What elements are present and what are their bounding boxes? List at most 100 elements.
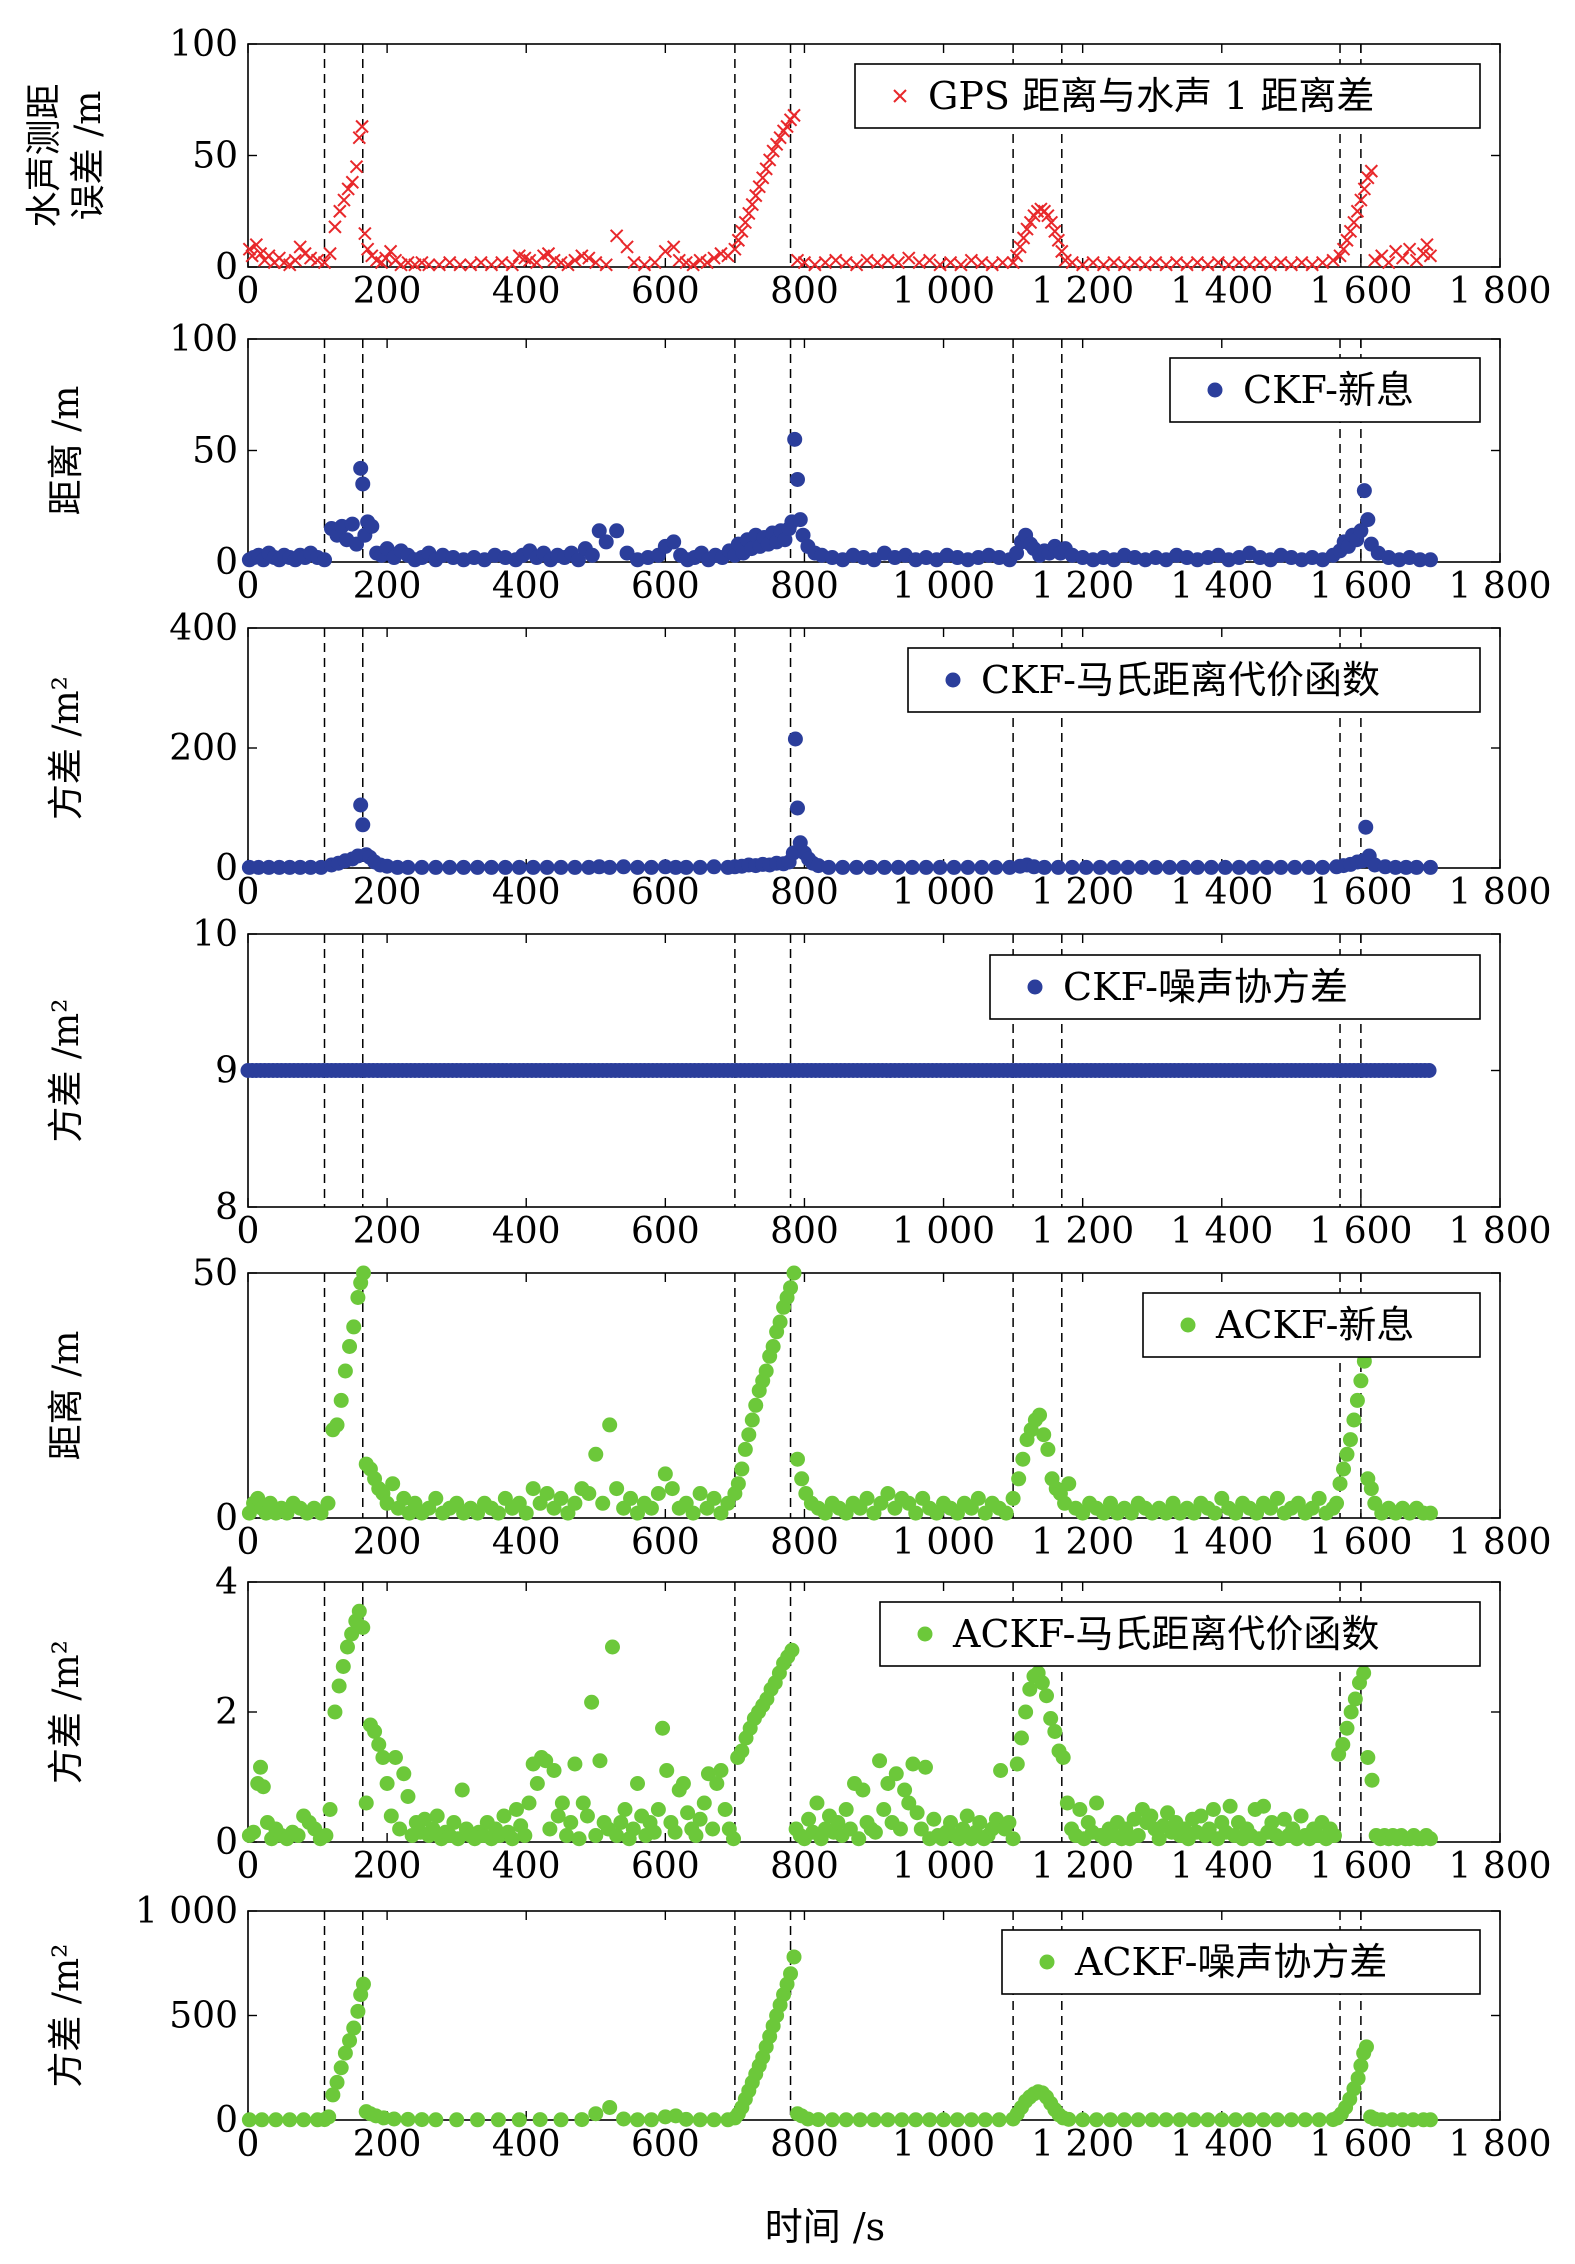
data-point xyxy=(1092,859,1108,875)
data-point xyxy=(888,1766,904,1782)
data-point xyxy=(949,2112,965,2128)
data-point xyxy=(752,180,766,194)
panel-7: 0 200 400 600 800 1 000 1 200 1 400 1 600 1 800 0 5… xyxy=(46,1891,1552,2165)
legend-marker xyxy=(1180,1317,1196,1333)
data-point-stroke xyxy=(522,253,537,268)
y-tick-label: 50 xyxy=(192,1253,238,1294)
data-point xyxy=(1159,258,1173,272)
data-point xyxy=(630,859,646,875)
data-point xyxy=(821,859,837,875)
data-point xyxy=(1297,2112,1313,2128)
data-point xyxy=(442,859,458,875)
data-point xyxy=(985,258,999,272)
data-point xyxy=(741,1427,757,1443)
data-point xyxy=(880,2112,896,2128)
data-point xyxy=(1050,859,1066,875)
data-point xyxy=(1038,1688,1054,1704)
data-point xyxy=(1169,255,1184,270)
data-point-stroke xyxy=(756,171,770,185)
data-point xyxy=(1333,249,1347,263)
data-point xyxy=(1059,1795,1075,1811)
data-point xyxy=(345,175,360,189)
data-point xyxy=(946,859,962,875)
data-point-stroke xyxy=(627,255,641,270)
data-point-stroke xyxy=(518,251,532,265)
data-point xyxy=(371,1737,387,1752)
data-point xyxy=(1138,258,1152,272)
panels-layer: 0 200 400 600 800 1 000 1 200 1 400 1 600 1 80005… xyxy=(24,24,1552,2165)
data-point xyxy=(323,246,337,261)
data-point xyxy=(1016,231,1031,245)
data-point xyxy=(538,1753,554,1769)
data-point-stroke xyxy=(303,251,318,265)
x-tick-label: 1 000 xyxy=(892,2124,995,2165)
data-point xyxy=(454,1782,470,1798)
y-axis-label: 方差 /m² xyxy=(46,676,87,820)
data-point xyxy=(474,255,488,270)
data-point xyxy=(1421,1063,1437,1078)
data-point xyxy=(1018,1704,1034,1720)
data-point-stroke xyxy=(1044,215,1059,230)
data-point xyxy=(575,1795,591,1811)
data-point xyxy=(1148,859,1164,875)
data-point xyxy=(866,2112,882,2128)
data-point xyxy=(390,859,406,875)
data-point xyxy=(1075,258,1090,272)
data-point-stroke xyxy=(1423,249,1438,263)
x-tick-label: 400 xyxy=(492,872,561,913)
data-point xyxy=(1360,512,1376,528)
data-point xyxy=(852,2112,868,2128)
data-point xyxy=(579,1808,595,1824)
panel-5: 0 200 400 600 800 1 000 1 200 1 400 1 600 1 800 0 5… xyxy=(46,1253,1552,1563)
y-tick-label: 0 xyxy=(215,2100,238,2141)
data-point xyxy=(1051,233,1066,247)
data-point xyxy=(350,1290,366,1305)
data-point xyxy=(517,1828,533,1843)
data-point xyxy=(532,2112,548,2128)
data-point xyxy=(769,137,784,152)
data-point xyxy=(627,255,641,270)
y-tick-label: 0 xyxy=(215,1822,238,1863)
data-point xyxy=(1043,1711,1059,1726)
data-point-stroke xyxy=(609,229,624,243)
legend-label: CKF-新息 xyxy=(1243,368,1414,412)
data-point xyxy=(1395,2112,1411,2128)
data-point xyxy=(1120,859,1136,875)
data-point xyxy=(1402,242,1417,256)
data-point xyxy=(959,1808,975,1824)
data-point-stroke xyxy=(1006,255,1020,270)
x-tick-label: 1 400 xyxy=(1170,872,1273,913)
data-point xyxy=(505,258,520,272)
data-point-stroke xyxy=(561,258,575,272)
data-point xyxy=(675,1776,691,1791)
data-point xyxy=(609,523,625,539)
data-point-stroke xyxy=(1382,255,1396,270)
data-point xyxy=(801,1811,817,1827)
data-point xyxy=(809,1795,825,1811)
data-point xyxy=(1356,483,1372,499)
data-point xyxy=(860,253,874,268)
data-point xyxy=(762,153,777,167)
data-point xyxy=(912,255,926,270)
data-point xyxy=(400,859,416,875)
data-point-stroke xyxy=(1041,209,1055,223)
x-axis-label: 时间 /s xyxy=(765,2205,885,2249)
x-tick-label: 1 200 xyxy=(1031,872,1134,913)
data-point xyxy=(1228,2112,1244,2128)
data-point xyxy=(322,1802,338,1817)
data-point xyxy=(346,2020,362,2036)
x-tick-label: 800 xyxy=(770,271,839,312)
data-point-stroke xyxy=(1211,255,1226,270)
data-point xyxy=(655,1720,671,1736)
x-tick-label: 1 400 xyxy=(1170,1846,1273,1887)
panel-3: 0 200 400 600 800 1 000 1 200 1 400 1 600 1 800 0 2… xyxy=(46,608,1552,913)
data-point xyxy=(705,1821,721,1837)
data-point xyxy=(242,242,257,256)
data-point xyxy=(1405,2112,1421,2128)
data-point xyxy=(963,2112,979,2128)
data-point-stroke xyxy=(349,159,364,174)
data-point-stroke xyxy=(432,258,446,272)
x-tick-label: 600 xyxy=(631,1846,700,1887)
data-point xyxy=(1346,1412,1362,1428)
x-tick-label: 200 xyxy=(353,1522,422,1563)
